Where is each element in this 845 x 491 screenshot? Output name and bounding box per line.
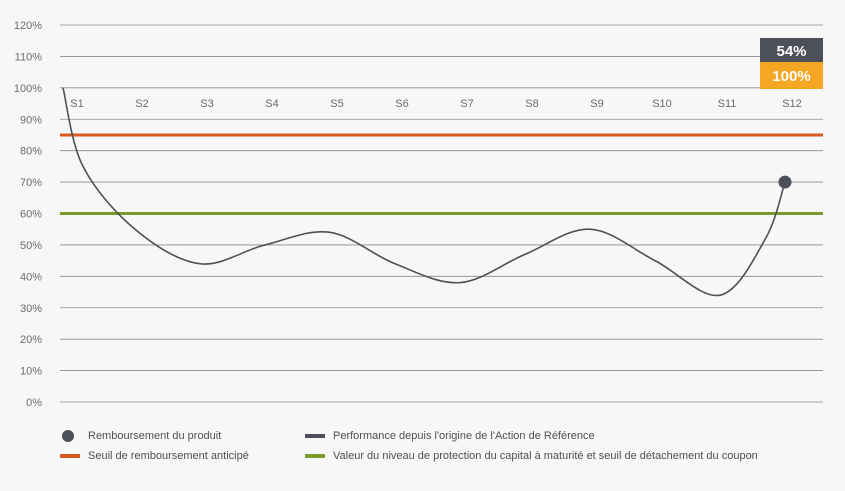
category-label: S7	[460, 98, 473, 110]
legend-line-protection-icon	[305, 454, 325, 458]
legend-label-performance: Performance depuis l'origine de l'Action…	[333, 430, 595, 442]
legend-line-early-threshold-icon	[60, 454, 80, 458]
badge-bottom-value: 100%	[772, 68, 810, 85]
category-label: S10	[652, 98, 672, 110]
category-label: S8	[525, 98, 538, 110]
category-label: S4	[265, 98, 278, 110]
legend-item-performance: Performance depuis l'origine de l'Action…	[305, 430, 595, 442]
y-tick-label: 110%	[15, 51, 43, 63]
y-tick-label: 60%	[20, 209, 42, 221]
legend-item-protection: Valeur du niveau de protection du capita…	[305, 450, 758, 462]
legend-item-early-threshold: Seuil de remboursement anticipé	[60, 450, 249, 462]
y-tick-label: 70%	[20, 177, 42, 189]
y-tick-label: 20%	[20, 334, 42, 346]
y-tick-label: 40%	[20, 271, 42, 283]
y-tick-label: 50%	[20, 240, 42, 252]
y-tick-label: 10%	[20, 366, 42, 378]
category-label: S9	[590, 98, 603, 110]
badge-bottom	[760, 62, 823, 89]
legend-line-performance-icon	[305, 434, 325, 438]
badge-top	[760, 38, 823, 62]
performance-line	[62, 87, 786, 297]
category-label: S5	[330, 98, 343, 110]
badge-top-value: 54%	[776, 43, 806, 60]
category-label: S6	[395, 98, 408, 110]
category-label: S11	[718, 98, 737, 110]
legend-label-protection: Valeur du niveau de protection du capita…	[333, 450, 758, 462]
y-tick-label: 0%	[26, 397, 42, 409]
legend-item-reimbursement: Remboursement du produit	[60, 430, 221, 442]
y-tick-label: 30%	[20, 303, 42, 315]
legend-label-early-threshold: Seuil de remboursement anticipé	[88, 450, 249, 462]
y-tick-label: 120%	[14, 20, 42, 32]
category-label: S12	[782, 98, 802, 110]
category-label: S2	[135, 98, 148, 110]
y-tick-label: 80%	[20, 146, 42, 158]
chart-svg: 0% 10% 20% 30% 40% 50% 60% 70% 80% 90% 100% 110% 120…	[14, 20, 823, 409]
reimbursement-marker	[778, 175, 792, 189]
category-label: S3	[200, 98, 213, 110]
legend-label-reimbursement: Remboursement du produit	[88, 430, 222, 442]
legend-dot-icon	[62, 430, 74, 442]
category-label: S1	[70, 98, 83, 110]
y-tick-label: 90%	[20, 114, 42, 126]
y-tick-label: 100%	[14, 83, 42, 95]
